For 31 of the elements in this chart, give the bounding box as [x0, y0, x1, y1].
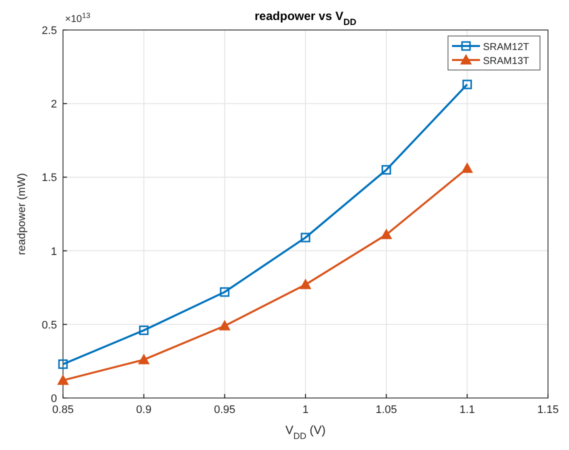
point: [58, 359, 68, 369]
point: [139, 326, 149, 336]
point: [462, 162, 473, 173]
point: [380, 229, 392, 240]
x-tick-label: 1.15: [537, 404, 559, 416]
x-tick-label: 1.05: [376, 404, 398, 416]
x-tick-label: 1: [302, 404, 309, 416]
x-tick-label: 0.85: [52, 404, 74, 416]
y-tick-label: 0.5: [42, 319, 57, 332]
text: ×10$^{13}$: [65, 10, 90, 25]
point: [58, 374, 68, 385]
y-tick-label: 2: [50, 98, 57, 111]
point: [462, 80, 472, 90]
x-axis-title: V$_{DD}$ (V): [285, 423, 326, 441]
point: [382, 165, 392, 175]
x-tick-label: 0.95: [214, 404, 236, 416]
y-tick-label: 1: [50, 246, 57, 258]
point: [220, 287, 230, 297]
legend-label: SRAM13T: [483, 56, 530, 67]
point: [300, 279, 311, 290]
x-tick-label: 0.9: [136, 404, 152, 416]
y-axis-title: readpower (mW): [16, 173, 28, 255]
point: [300, 232, 310, 242]
chart-title: readpower vs V$_{DD}$: [254, 9, 357, 27]
y-tick-label: 1.5: [42, 172, 57, 184]
y-tick-label: 2.5: [42, 25, 57, 37]
point: [138, 354, 150, 364]
y-tick-label: 0: [50, 393, 57, 405]
point: [219, 320, 230, 330]
x-tick-label: 1.1: [460, 404, 475, 416]
legend-label: SRAM12T: [483, 42, 530, 53]
